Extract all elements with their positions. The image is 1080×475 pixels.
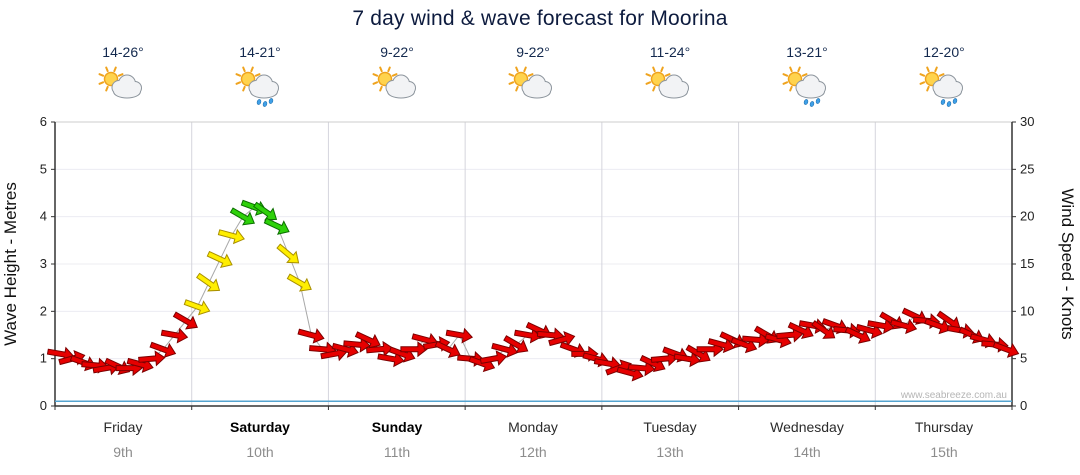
wind-arrow xyxy=(196,272,221,292)
left-tick-label: 2 xyxy=(40,303,47,318)
wind-arrow xyxy=(924,318,951,335)
wind-arrow xyxy=(491,342,519,358)
day-date: 9th xyxy=(113,444,133,460)
day-temp: 14-26° xyxy=(102,44,144,60)
day-label: Sunday xyxy=(371,419,423,435)
left-tick-label: 3 xyxy=(40,256,47,271)
right-tick-label: 15 xyxy=(1020,256,1034,271)
watermark: www.seabreeze.com.au xyxy=(900,390,1007,401)
wind-arrow xyxy=(627,360,656,377)
page-title: 7 day wind & wave forecast for Moorina xyxy=(352,7,728,30)
wind-arrow xyxy=(276,243,300,264)
weather-icon xyxy=(200,66,320,110)
weather-icon xyxy=(747,66,867,110)
wind-arrow xyxy=(867,318,895,335)
left-axis-title: Wave Height - Metres xyxy=(1,182,20,346)
day-label: Saturday xyxy=(230,419,290,435)
wind-arrow xyxy=(263,217,290,235)
day-temp: 14-21° xyxy=(239,44,281,60)
left-tick-label: 4 xyxy=(40,209,47,224)
wind-arrow xyxy=(503,335,529,354)
day-temp: 13-21° xyxy=(786,44,828,60)
right-tick-label: 20 xyxy=(1020,209,1034,224)
day-temp: 11-24° xyxy=(649,44,691,60)
wind-arrow xyxy=(445,327,474,344)
wind-arrow xyxy=(217,228,245,245)
weather-icon xyxy=(473,66,593,110)
day-temp: 9-22° xyxy=(380,44,414,60)
weather-icon xyxy=(610,66,730,110)
wind-arrow xyxy=(365,340,394,357)
wind-arrow xyxy=(811,320,836,339)
wind-arrow xyxy=(206,250,233,269)
wind-arrow xyxy=(479,350,508,366)
left-tick-label: 1 xyxy=(40,351,47,366)
wind-arrow xyxy=(855,323,883,339)
weather-icon xyxy=(63,66,183,110)
wind-arrow xyxy=(639,354,666,373)
right-tick-label: 0 xyxy=(1020,398,1027,413)
wind-arrow xyxy=(400,341,428,358)
day-label: Thursday xyxy=(914,419,974,435)
wind-arrow xyxy=(707,337,735,354)
wind-arrow xyxy=(513,327,542,344)
day-date: 15th xyxy=(930,444,958,460)
wind-arrow xyxy=(183,299,211,316)
wind-arrow xyxy=(377,351,405,368)
wind-trend-line xyxy=(60,206,1007,374)
wind-arrow xyxy=(286,273,312,292)
right-tick-label: 25 xyxy=(1020,161,1034,176)
wind-arrow xyxy=(685,344,711,363)
day-temp: 12-20° xyxy=(923,44,965,60)
day-temp: 9-22° xyxy=(516,44,550,60)
weather-icon xyxy=(884,66,1004,110)
right-tick-label: 5 xyxy=(1020,351,1027,366)
wind-arrow xyxy=(787,321,814,340)
wind-arrow xyxy=(229,207,255,226)
sun-cloud-icon xyxy=(508,66,552,99)
wind-arrow xyxy=(673,351,701,368)
day-label: Wednesday xyxy=(770,419,844,435)
day-date: 11th xyxy=(383,444,411,460)
wind-arrow xyxy=(172,311,198,330)
wind-arrow xyxy=(138,350,166,367)
right-tick-label: 10 xyxy=(1020,303,1034,318)
day-label: Monday xyxy=(508,419,558,435)
day-label: Tuesday xyxy=(643,419,697,435)
sun-cloud-icon xyxy=(98,66,142,99)
wind-arrow xyxy=(434,340,461,358)
left-tick-label: 0 xyxy=(40,398,47,413)
sun-cloud-rain-icon xyxy=(782,66,826,107)
wind-arrow xyxy=(354,331,381,349)
day-date: 13th xyxy=(656,444,684,460)
sun-cloud-rain-icon xyxy=(919,66,963,107)
sun-cloud-rain-icon xyxy=(235,66,279,107)
sun-cloud-icon xyxy=(372,66,416,99)
right-tick-label: 30 xyxy=(1020,114,1034,129)
weather-icon xyxy=(337,66,457,110)
wind-arrow xyxy=(525,321,552,340)
day-label: Friday xyxy=(103,419,143,435)
wind-arrow xyxy=(548,331,576,347)
sun-cloud-icon xyxy=(645,66,689,99)
wind-arrow xyxy=(343,336,371,353)
day-date: 10th xyxy=(246,444,274,460)
wind-arrow xyxy=(992,341,1020,358)
right-axis-title: Wind Speed - Knots xyxy=(1058,188,1077,339)
day-date: 14th xyxy=(793,444,821,460)
wind-arrow xyxy=(297,328,325,344)
wind-arrow xyxy=(149,341,177,358)
wind-arrow xyxy=(160,327,189,344)
wind-arrow xyxy=(844,326,871,344)
wind-arrow xyxy=(889,318,918,335)
day-date: 12th xyxy=(519,444,547,460)
wind-arrow xyxy=(741,332,770,348)
left-tick-label: 6 xyxy=(40,114,47,129)
left-tick-label: 5 xyxy=(40,161,47,176)
wind-arrow xyxy=(253,201,278,221)
